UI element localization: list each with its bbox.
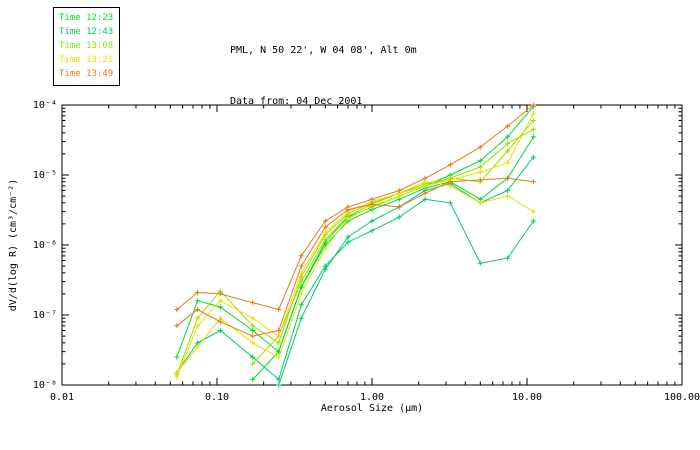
legend-item: Time 12:23	[59, 13, 114, 23]
series-markers	[276, 154, 536, 388]
series-markers	[174, 102, 536, 312]
x-tick-label: 0.10	[205, 392, 229, 403]
legend-item: Time 13:49	[59, 69, 114, 79]
series-line	[176, 104, 534, 311]
series-markers	[174, 175, 536, 339]
legend-item: Time 12:43	[59, 27, 114, 37]
x-axis-label: Aerosol Size (μm)	[320, 403, 424, 414]
x-tick-label: 0.01	[50, 392, 74, 403]
axis-major-ticks	[61, 104, 683, 386]
legend-item: Time 13:08	[59, 41, 114, 51]
legend-box: Time 12:23 Time 12:43 Time 13:08 Time 13:21…	[53, 7, 121, 86]
series-line	[176, 181, 534, 378]
series-line	[176, 113, 534, 374]
y-tick-label: 10⁻⁷	[33, 310, 57, 321]
series-line	[252, 128, 534, 365]
plot-header: PML, N 50 22', W 04 08', Alt 0m Data fro…	[230, 8, 417, 127]
y-tick-label: 10⁻⁵	[33, 170, 57, 181]
plot-title-location: PML, N 50 22', W 04 08', Alt 0m	[230, 45, 417, 56]
series-markers	[174, 111, 536, 376]
series-line	[176, 198, 534, 381]
series-markers	[174, 118, 536, 378]
y-tick-label: 10⁻⁶	[33, 240, 57, 251]
plot-title-date: Data from: 04 Dec 2001	[230, 96, 363, 107]
plot-frame	[61, 104, 683, 386]
x-tick-label: 10.00	[512, 392, 542, 403]
series-markers	[250, 104, 536, 382]
y-tick-label: 10⁻⁴	[33, 100, 57, 111]
series-markers	[174, 179, 536, 380]
y-axis-label: dV/d(log R) (cm³/cm⁻²)	[8, 178, 19, 312]
series-markers	[174, 196, 536, 382]
x-tick-label: 1.00	[360, 392, 384, 403]
y-tick-label: 10⁻⁸	[33, 380, 57, 391]
axis-minor-ticks	[62, 105, 682, 385]
x-tick-label: 100.00	[664, 392, 700, 403]
legend-item: Time 13:21	[59, 55, 114, 65]
